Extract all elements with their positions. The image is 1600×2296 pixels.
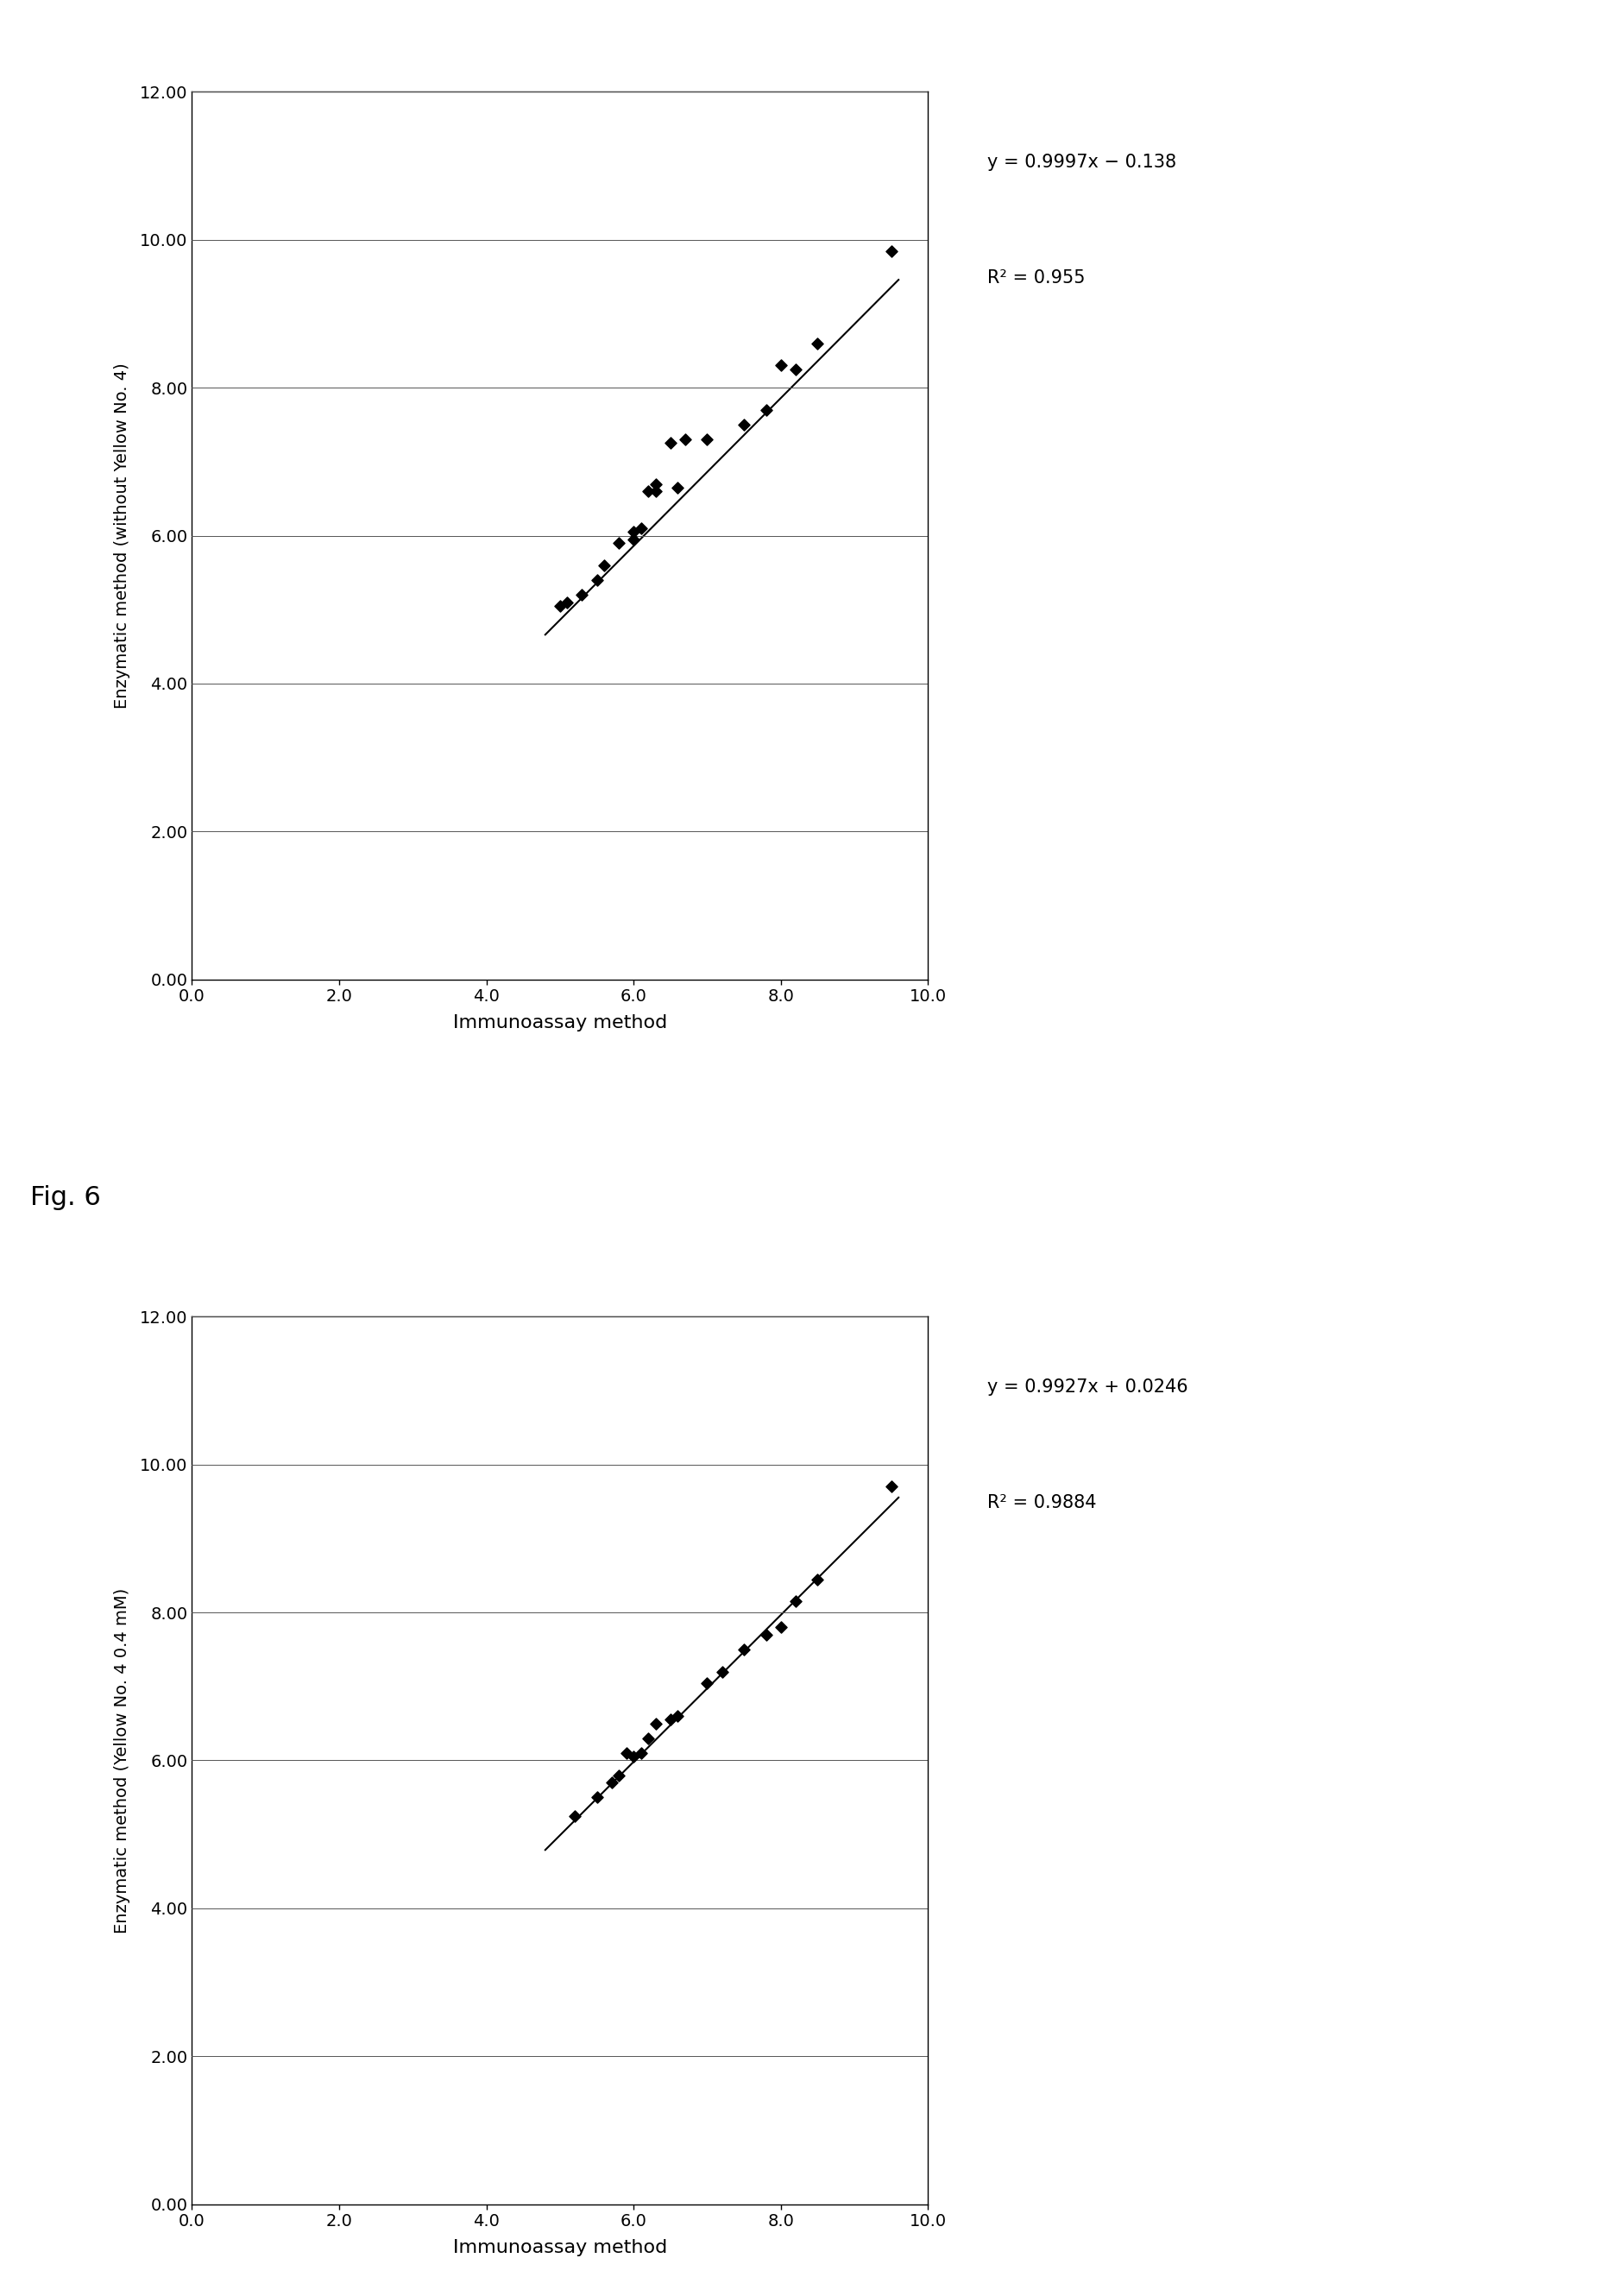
Text: y = 0.9997x − 0.138: y = 0.9997x − 0.138 (987, 154, 1176, 172)
Point (621, 514, 646, 551)
Point (694, 420, 720, 457)
Point (584, 563, 610, 599)
Point (621, 1738, 646, 1775)
X-axis label: Immunoassay method: Immunoassay method (453, 1015, 667, 1031)
Text: R² = 0.9884: R² = 0.9884 (987, 1495, 1096, 1511)
Point (547, 588, 573, 625)
Point (878, 232, 904, 269)
Point (584, 1779, 610, 1816)
Point (613, 1736, 638, 1773)
Point (731, 406, 757, 443)
Point (621, 521, 646, 558)
Point (635, 1720, 661, 1756)
Point (768, 1609, 794, 1646)
Point (694, 1665, 720, 1701)
Point (629, 1736, 654, 1773)
Point (606, 1756, 632, 1793)
Text: Fig. 6: Fig. 6 (30, 1185, 101, 1210)
Point (878, 1469, 904, 1506)
Point (731, 1630, 757, 1667)
X-axis label: Immunoassay method: Immunoassay method (453, 2239, 667, 2257)
Point (598, 1763, 624, 1800)
Point (606, 523, 632, 560)
Point (754, 1616, 779, 1653)
Point (555, 583, 581, 620)
Point (768, 347, 794, 383)
Point (709, 1653, 734, 1690)
Point (629, 510, 654, 546)
Point (805, 1561, 830, 1598)
Point (805, 326, 830, 363)
Point (658, 1701, 683, 1738)
Text: R² = 0.955: R² = 0.955 (987, 269, 1085, 287)
Point (643, 466, 669, 503)
Point (562, 1798, 587, 1835)
Point (754, 393, 779, 429)
Point (782, 1582, 808, 1619)
Point (672, 420, 698, 457)
Text: y = 0.9927x + 0.0246: y = 0.9927x + 0.0246 (987, 1380, 1187, 1396)
Y-axis label: Enzymatic method (Yellow No. 4 0.4 mM): Enzymatic method (Yellow No. 4 0.4 mM) (114, 1587, 130, 1933)
Point (666, 1697, 691, 1733)
Point (666, 468, 691, 505)
Point (782, 351, 808, 388)
Point (658, 425, 683, 461)
Point (635, 473, 661, 510)
Point (643, 1706, 669, 1743)
Point (643, 473, 669, 510)
Point (570, 576, 595, 613)
Point (592, 546, 618, 583)
Y-axis label: Enzymatic method (without Yellow No. 4): Enzymatic method (without Yellow No. 4) (114, 363, 130, 709)
